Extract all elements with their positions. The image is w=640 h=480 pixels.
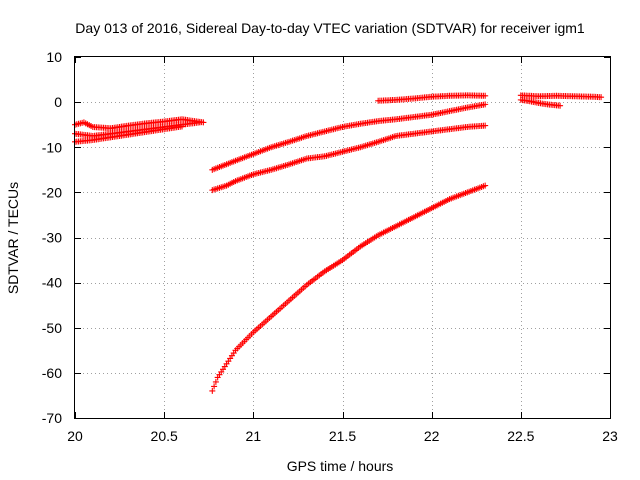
data-point [212, 378, 219, 385]
data-point [482, 92, 489, 99]
series-arc-9 [517, 96, 564, 109]
x-tick-label: 23 [602, 428, 618, 444]
data-point [179, 123, 185, 130]
data-point [482, 182, 489, 189]
data-point [211, 383, 218, 390]
x-tick-label: 20.5 [151, 428, 178, 444]
data-marks [72, 92, 605, 394]
y-tick-label: -10 [42, 139, 62, 155]
x-tick-label: 22.5 [507, 428, 534, 444]
y-tick-label: -40 [42, 275, 62, 291]
plot-frame [74, 56, 611, 419]
series-arc-3 [72, 123, 185, 145]
series-arc-6 [209, 182, 489, 394]
y-axis-label: SDTVAR / TECUs [5, 182, 21, 294]
x-tick-label: 20 [67, 428, 83, 444]
y-tick-label: -50 [42, 320, 62, 336]
series-arc-8 [517, 92, 605, 101]
y-tick-label: -30 [42, 230, 62, 246]
x-axis-label: GPS time / hours [287, 458, 394, 474]
data-point [482, 101, 489, 108]
tick-labels: 20 20.5 21 21.5 22 22.5 23 10 0 -10 -20 -30 -40 -50 -6… [42, 49, 618, 444]
x-tick-label: 22 [424, 428, 440, 444]
y-tick-label: -20 [42, 184, 62, 200]
data-point [482, 122, 489, 129]
y-tick-label: -60 [42, 365, 62, 381]
data-point [209, 387, 216, 394]
x-tick-label: 21 [246, 428, 262, 444]
x-tick-label: 21.5 [329, 428, 356, 444]
series-arc-7 [375, 92, 489, 104]
data-point [598, 94, 605, 101]
series-arc-5 [209, 122, 489, 194]
y-tick-label: 10 [46, 49, 62, 65]
series-arc-4 [209, 101, 489, 173]
data-point [196, 119, 203, 126]
y-tick-label: 0 [54, 94, 62, 110]
y-tick-label: -70 [42, 410, 62, 426]
chart-title: Day 013 of 2016, Sidereal Day-to-day VTE… [75, 20, 585, 36]
data-point [557, 102, 564, 109]
grid-layer [75, 57, 610, 418]
